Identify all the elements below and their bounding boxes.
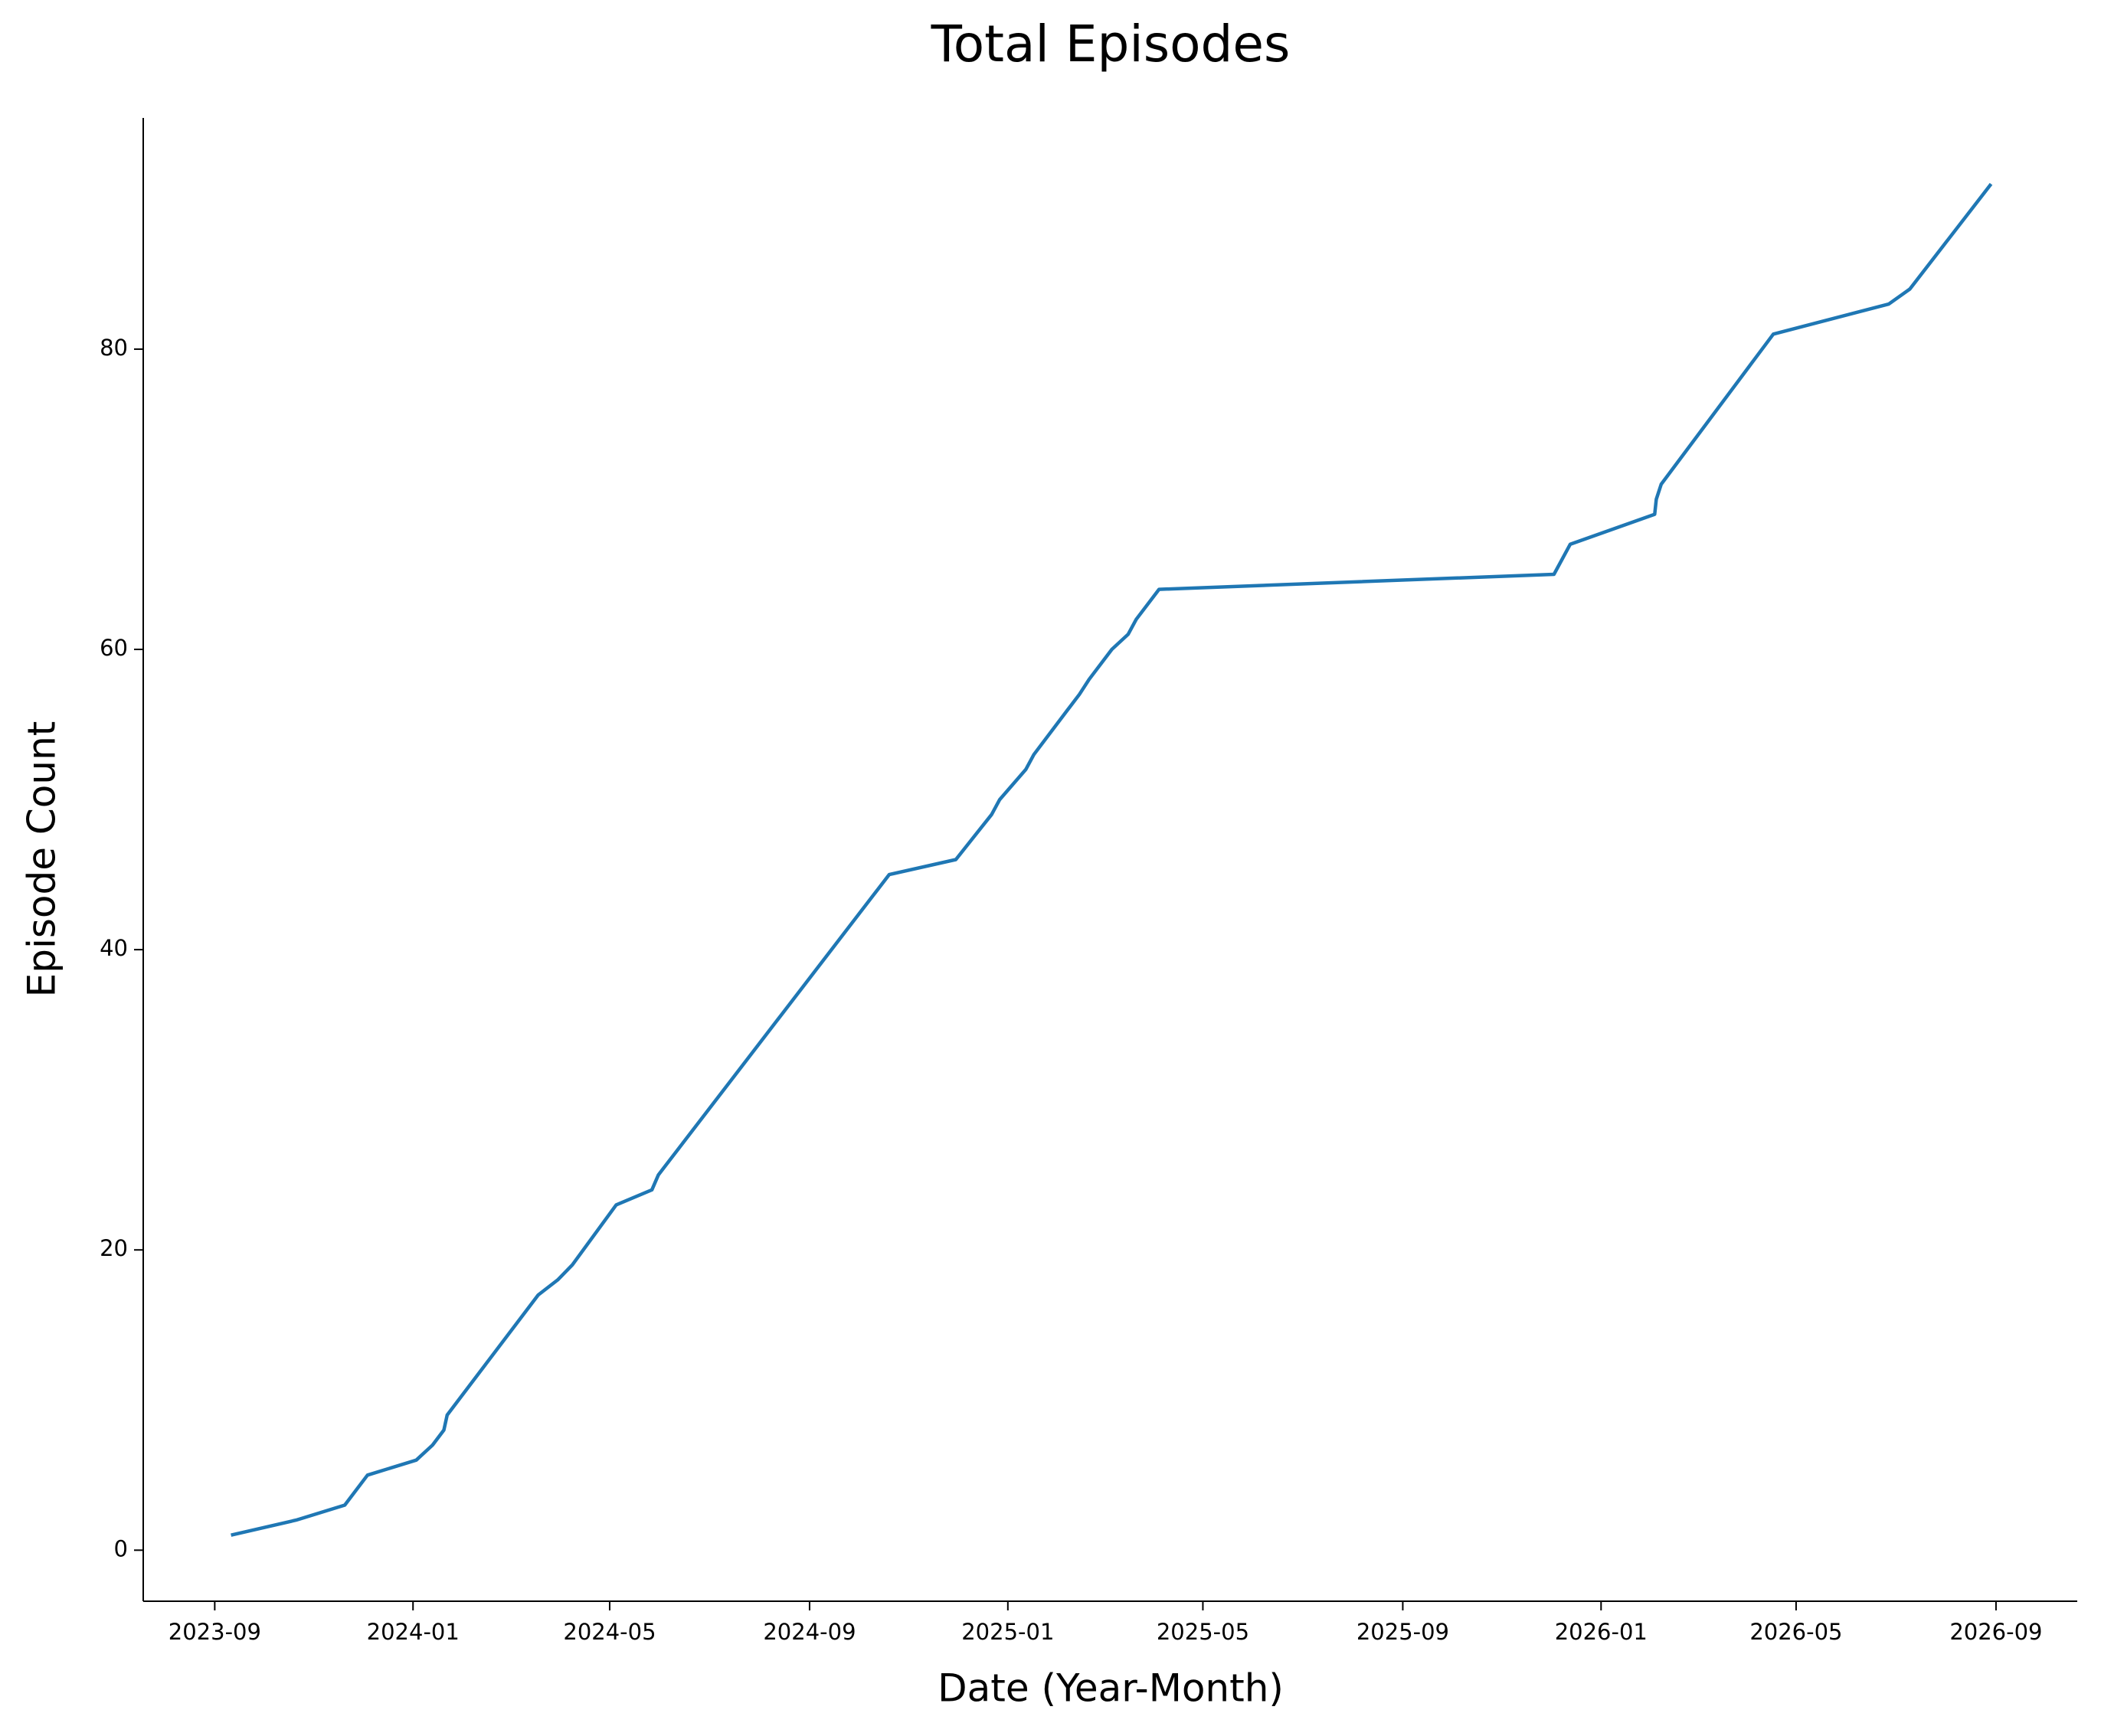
x-tick-label: 2026-09: [1949, 1619, 2042, 1645]
x-tick-label: 2026-05: [1749, 1619, 1842, 1645]
x-tick-label: 2024-09: [763, 1619, 856, 1645]
x-tick-label: 2026-01: [1555, 1619, 1648, 1645]
x-axis-label: Date (Year-Month): [938, 1666, 1284, 1711]
data-line: [231, 182, 1993, 1537]
y-tick-label: 80: [100, 335, 128, 361]
x-tick-label: 2024-05: [563, 1619, 656, 1645]
chart-title: Total Episodes: [931, 15, 1291, 74]
x-tick-label: 2025-09: [1356, 1619, 1449, 1645]
x-tick-label: 2025-01: [961, 1619, 1054, 1645]
x-tick-label: 2025-05: [1157, 1619, 1249, 1645]
x-tick-label: 2024-01: [367, 1619, 460, 1645]
y-tick-label: 40: [100, 935, 128, 961]
x-tick-label: 2023-09: [169, 1619, 261, 1645]
y-tick-label: 20: [100, 1235, 128, 1261]
y-axis-label: Episode Count: [20, 721, 64, 998]
y-tick-label: 60: [100, 635, 128, 661]
y-tick-label: 0: [114, 1535, 128, 1561]
